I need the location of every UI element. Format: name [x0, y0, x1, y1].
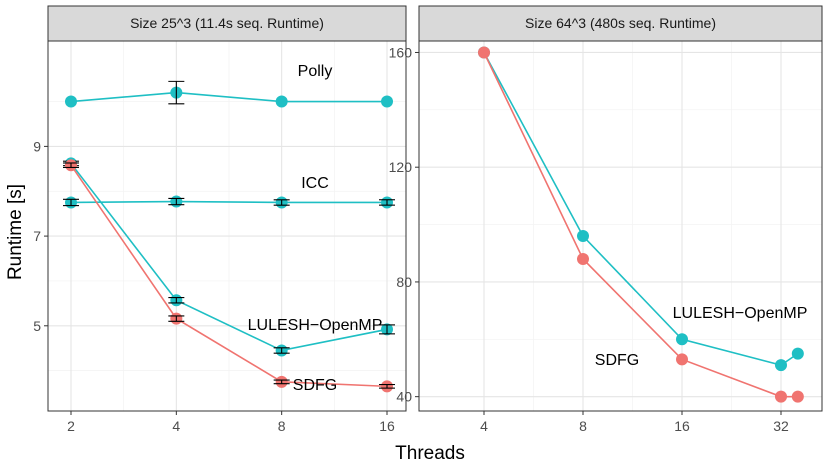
- data-point: [775, 359, 787, 372]
- x-tick-label: 2: [67, 418, 75, 434]
- x-tick-label: 8: [579, 418, 587, 434]
- series-label: LULESH−OpenMP: [248, 317, 383, 334]
- series-label: SDFG: [595, 352, 639, 369]
- y-tick-label: 120: [389, 159, 413, 175]
- panel-border: [47, 40, 407, 412]
- panel-title: Size 64^3 (480s seq. Runtime): [525, 15, 716, 31]
- series-label: LULESH−OpenMP: [673, 305, 808, 322]
- data-point: [791, 347, 804, 360]
- data-point: [791, 390, 804, 403]
- series-line: [70, 200, 387, 204]
- data-point: [577, 252, 589, 265]
- panel-strip: [47, 5, 407, 42]
- series-line: [70, 91, 387, 103]
- data-point: [65, 95, 77, 108]
- series-label: SDFG: [293, 377, 337, 394]
- data-point: [577, 230, 589, 243]
- series-label: ICC: [301, 175, 329, 192]
- y-tick-label: 160: [389, 44, 413, 60]
- data-point: [275, 95, 288, 108]
- panel-border: [418, 40, 823, 412]
- x-tick-label: 4: [480, 418, 488, 434]
- data-point: [381, 95, 393, 108]
- x-tick-label: 8: [278, 418, 286, 434]
- y-tick-label: 9: [33, 138, 41, 154]
- x-tick-label: 4: [172, 418, 180, 434]
- y-tick-label: 40: [396, 389, 412, 405]
- x-tick-label: 16: [674, 418, 690, 434]
- data-point: [775, 390, 787, 403]
- y-tick-label: 80: [396, 274, 412, 290]
- series-line: [70, 162, 388, 352]
- panel-title: Size 25^3 (11.4s seq. Runtime): [130, 15, 324, 31]
- data-point: [478, 46, 490, 59]
- panel-strip: [418, 5, 823, 42]
- panel-2: Size 64^3 (480s seq. Runtime) 40 80 120 160 4…: [389, 5, 823, 434]
- y-tick-label: 5: [33, 318, 41, 334]
- y-axis-title: Runtime [s]: [5, 184, 26, 280]
- y-tick-label: 7: [33, 228, 41, 244]
- series-line: [70, 164, 388, 388]
- data-point: [676, 333, 688, 346]
- data-point: [676, 353, 688, 366]
- x-tick-label: 16: [379, 418, 395, 434]
- panel-1: Size 25^3 (11.4s seq. Runtime) 5 7 9 2 4 8 16 Po…: [33, 5, 407, 434]
- series-label: Polly: [298, 63, 333, 80]
- x-tick-label: 32: [773, 418, 789, 434]
- x-axis-title: Threads: [395, 443, 465, 464]
